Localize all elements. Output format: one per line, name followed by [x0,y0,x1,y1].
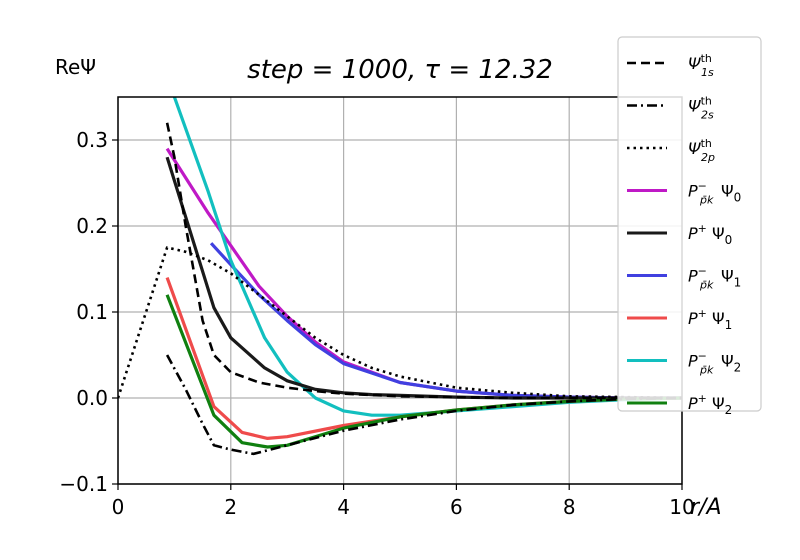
legend-label: P+ Ψ0 [688,222,732,247]
y-tick-label: 0.1 [76,300,108,324]
plot-frame [117,96,683,485]
legend-label: Ψth 2s [688,95,714,122]
series-lines [118,97,682,456]
series-line-2s-th [165,354,682,456]
x-tick-label: 0 [112,495,125,519]
series-line-p-pk-0 [165,147,682,400]
series-line-2p-th [118,246,682,400]
legend-label: P− p̄k Ψ2 [688,350,741,377]
x-axis-ticks: 0 2 4 6 8 10 [112,484,695,519]
legend-label: Ψth 2p [688,137,715,164]
chart-title: step = 1000, τ = 12.32 [247,55,553,85]
y-tick-label: 0.0 [76,386,108,410]
legend-label: P+ Ψ1 [688,307,732,332]
series-line-p-pk-1 [209,242,682,400]
legend-label: P− p̄k Ψ0 [688,180,741,207]
series-line-p-2 [165,294,682,449]
x-tick-label: 6 [450,495,463,519]
x-tick-label: 4 [337,495,350,519]
grid [117,97,683,485]
series-line-1s-th [165,122,682,400]
series-line-p-pk-2 [172,97,682,417]
y-tick-label: 0.3 [76,128,108,152]
y-axis-ticks: −0.1 0.0 0.1 0.2 0.3 [59,128,118,496]
y-axis-label: ReΨ [55,55,96,79]
legend-label: P− p̄k Ψ1 [688,265,741,292]
legend: Ψth 1s Ψth 2s Ψth 2p P− p̄k Ψ0 P+ Ψ0 P− p̄k Ψ1 P+ Ψ1 P− p… [617,36,762,417]
x-tick-label: 8 [563,495,576,519]
y-tick-label: −0.1 [59,472,108,496]
x-tick-label: 2 [224,495,237,519]
y-tick-label: 0.2 [76,214,108,238]
x-tick-label: 10 [669,495,694,519]
legend-label: P+ Ψ2 [688,392,732,417]
x-axis-label: r/A [690,495,722,520]
legend-label: Ψth 1s [688,52,714,79]
